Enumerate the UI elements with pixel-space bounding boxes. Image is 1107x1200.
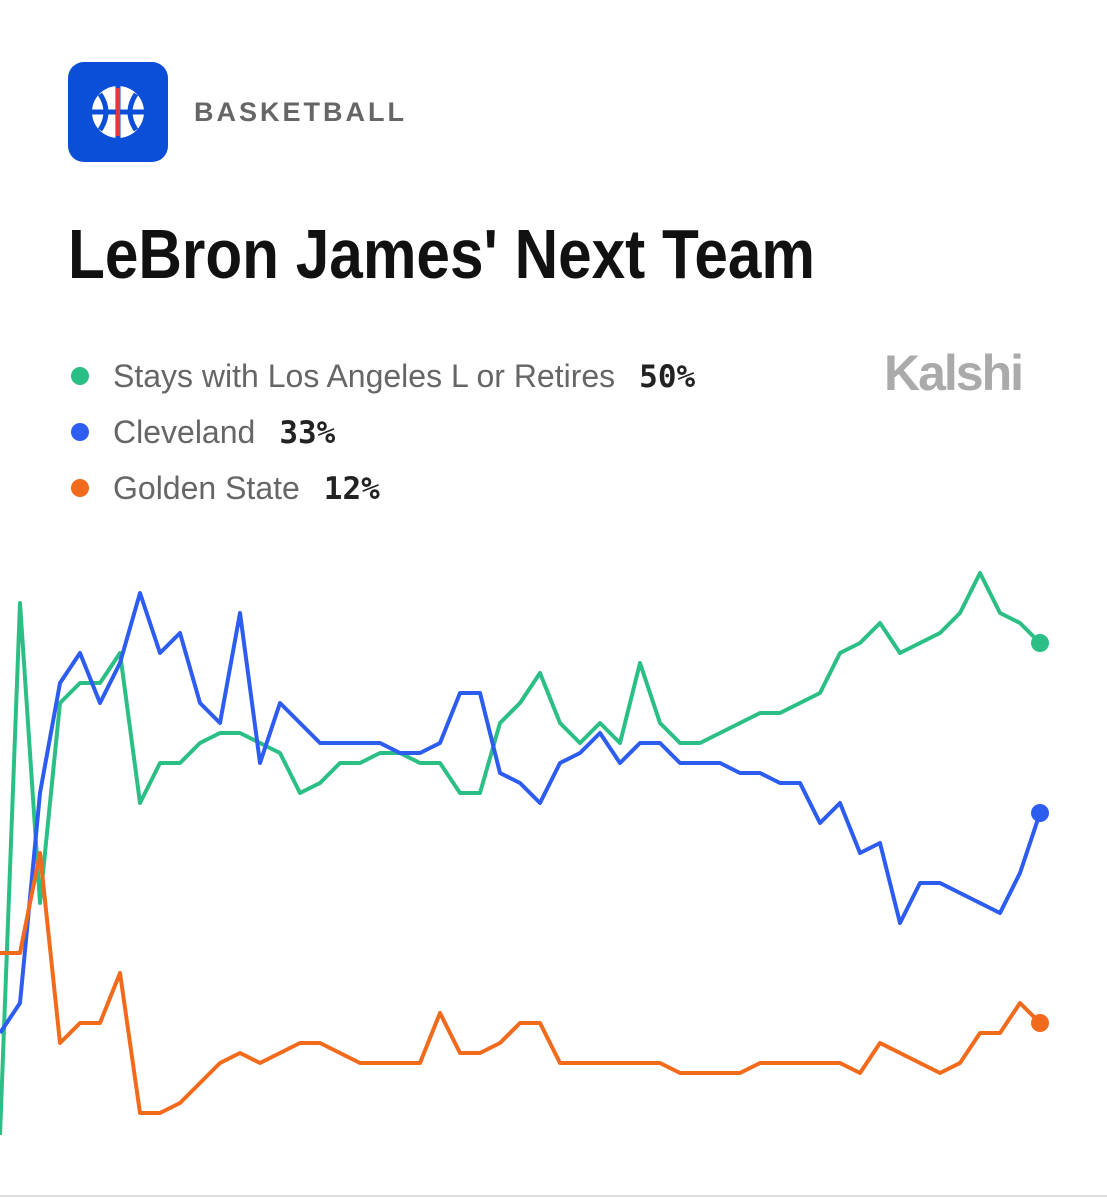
legend-label: Stays with Los Angeles L or Retires <box>113 358 615 394</box>
series-line <box>0 591 1042 1035</box>
series-line <box>0 571 1042 1136</box>
chart-title: LeBron James' Next Team <box>68 215 815 293</box>
legend-value: 33% <box>279 415 335 451</box>
app-icon <box>68 62 168 162</box>
legend-marker <box>71 423 89 441</box>
legend-marker <box>71 367 89 385</box>
legend-value: 12% <box>324 471 380 507</box>
series-line <box>0 851 1042 1115</box>
legend-marker <box>71 479 89 497</box>
legend: Stays with Los Angeles L or Retires 50% Cl… <box>71 358 695 507</box>
legend-label: Cleveland <box>113 414 255 450</box>
brand-logo: Kalshi <box>884 345 1022 401</box>
current-marker <box>1031 634 1049 652</box>
legend-value: 50% <box>639 359 695 395</box>
legend-label: Golden State <box>113 470 300 506</box>
plot <box>0 571 1049 1136</box>
current-marker <box>1031 1014 1049 1032</box>
category-label: BASKETBALL <box>194 97 407 127</box>
current-marker <box>1031 804 1049 822</box>
